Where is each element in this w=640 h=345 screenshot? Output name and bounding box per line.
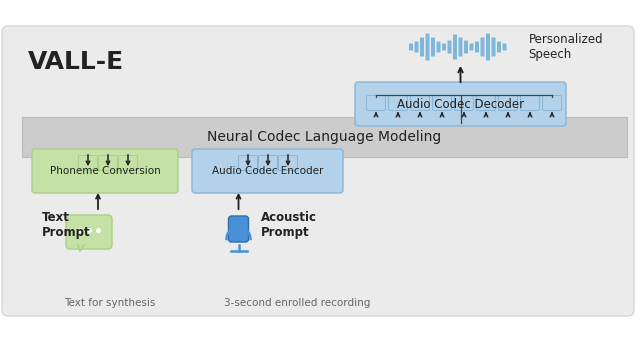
Text: Audio Codec Decoder: Audio Codec Decoder [397,98,524,110]
FancyBboxPatch shape [492,38,495,57]
FancyBboxPatch shape [2,26,634,316]
FancyBboxPatch shape [454,96,474,110]
Text: Neural Codec Language Modeling: Neural Codec Language Modeling [207,130,442,144]
FancyBboxPatch shape [464,40,468,53]
Text: Text
Prompt: Text Prompt [42,211,91,239]
Text: VALL-E: VALL-E [28,50,124,74]
Text: Audio Codec Encoder: Audio Codec Encoder [212,166,323,176]
FancyBboxPatch shape [388,96,408,110]
FancyBboxPatch shape [486,33,490,60]
FancyBboxPatch shape [453,34,457,59]
FancyBboxPatch shape [458,38,463,57]
FancyBboxPatch shape [502,43,506,50]
FancyBboxPatch shape [420,38,424,57]
FancyBboxPatch shape [470,43,474,50]
FancyBboxPatch shape [259,156,278,170]
FancyBboxPatch shape [410,96,429,110]
FancyBboxPatch shape [228,216,248,242]
FancyBboxPatch shape [442,43,446,50]
Polygon shape [78,245,84,251]
Text: 3-second enrolled recording: 3-second enrolled recording [224,298,371,308]
FancyBboxPatch shape [543,96,561,110]
FancyBboxPatch shape [66,215,112,249]
FancyBboxPatch shape [477,96,495,110]
FancyBboxPatch shape [79,156,97,170]
FancyBboxPatch shape [433,96,451,110]
FancyBboxPatch shape [497,41,501,52]
FancyBboxPatch shape [481,38,484,57]
FancyBboxPatch shape [367,96,385,110]
FancyBboxPatch shape [32,149,178,193]
Text: Text for synthesis: Text for synthesis [64,298,156,308]
FancyBboxPatch shape [118,156,138,170]
FancyBboxPatch shape [355,82,566,126]
FancyBboxPatch shape [99,156,118,170]
FancyBboxPatch shape [278,156,298,170]
Text: Phoneme Conversion: Phoneme Conversion [50,166,161,176]
FancyBboxPatch shape [415,41,419,52]
FancyBboxPatch shape [239,156,257,170]
FancyBboxPatch shape [192,149,343,193]
Text: Personalized
Speech: Personalized Speech [529,33,603,61]
FancyBboxPatch shape [431,38,435,57]
FancyBboxPatch shape [426,33,429,60]
FancyBboxPatch shape [409,43,413,50]
FancyBboxPatch shape [475,41,479,52]
FancyBboxPatch shape [436,41,440,52]
Text: Acoustic
Prompt: Acoustic Prompt [260,211,317,239]
FancyBboxPatch shape [499,96,518,110]
FancyBboxPatch shape [447,40,451,53]
FancyBboxPatch shape [22,117,627,157]
FancyBboxPatch shape [520,96,540,110]
